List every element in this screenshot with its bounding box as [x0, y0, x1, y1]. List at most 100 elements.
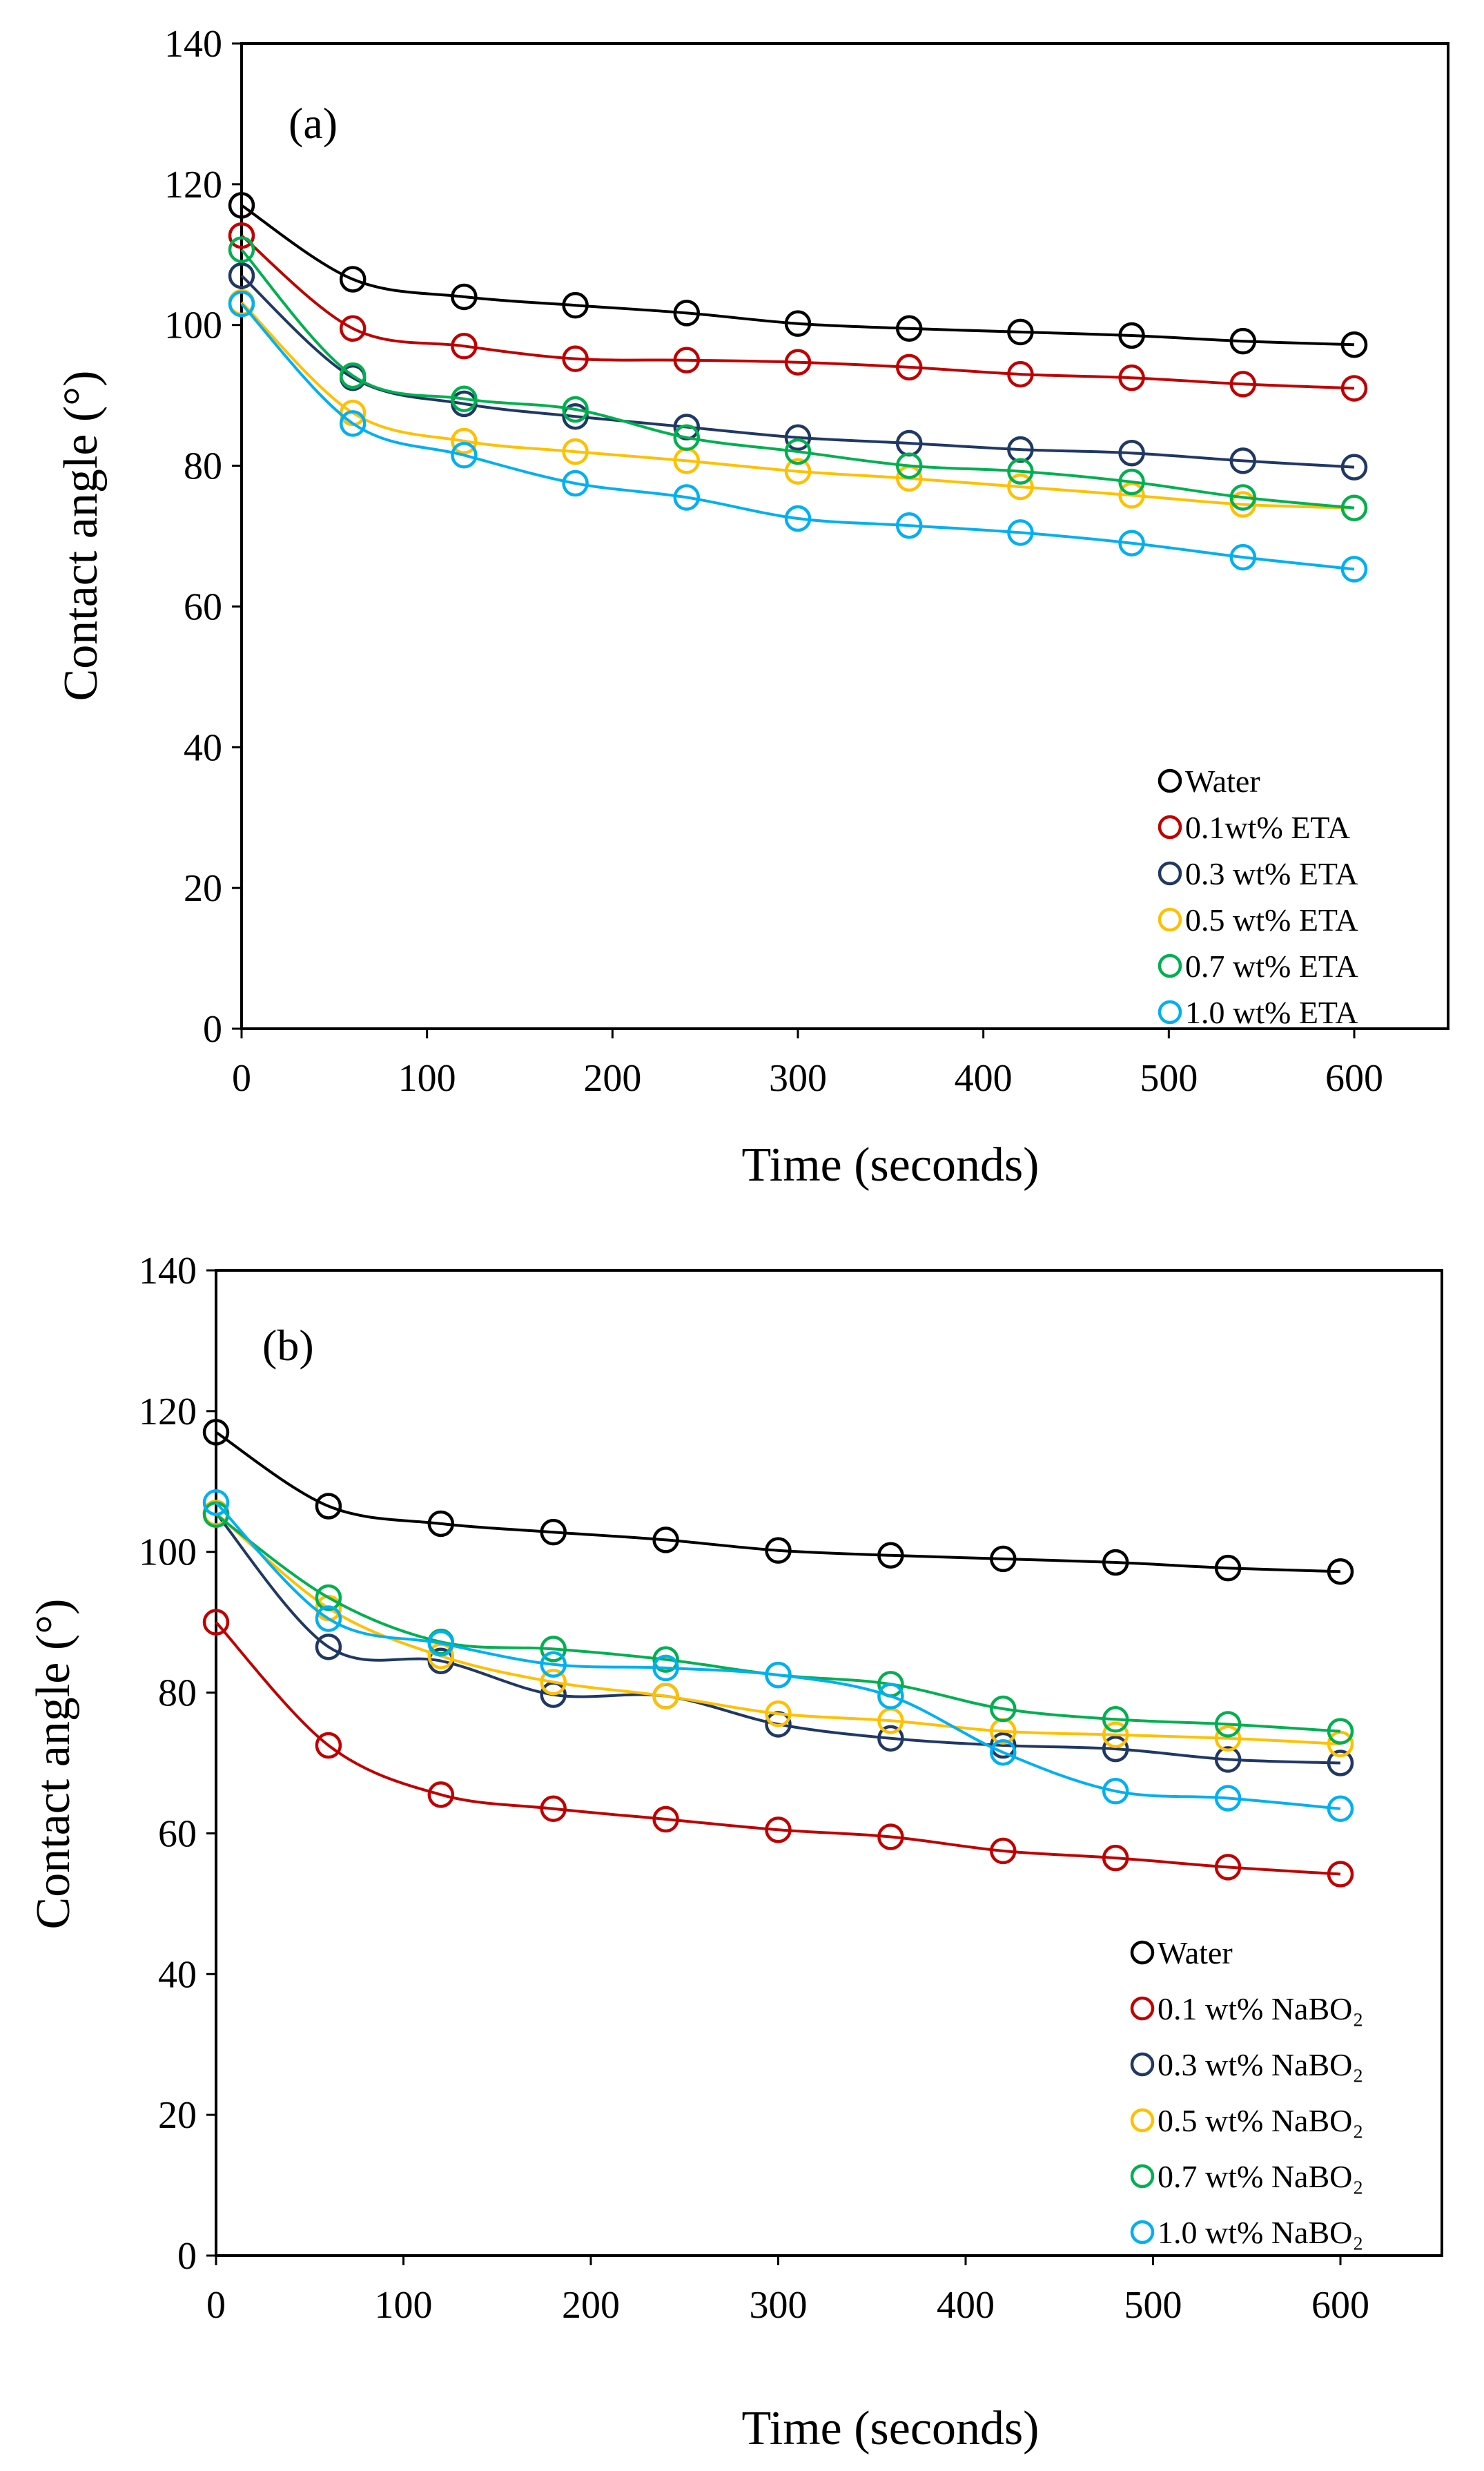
- panel-a: 0 20 40 60 80 100 120 140 0 100 200 300 400 500 600 (a…: [55, 23, 1449, 1192]
- data-point: [202, 1609, 230, 1636]
- series-3: [228, 289, 1368, 521]
- legend-marker: [1158, 1000, 1182, 1025]
- y-tick-label: 0: [203, 1008, 222, 1051]
- series-line: [215, 1512, 1341, 1745]
- legend: Water 0.1wt% ETA 0.3 wt% ETA 0.5 wt% ETA 0.7…: [1158, 764, 1358, 1030]
- series-1: [202, 1609, 1354, 1888]
- panel-label: (b): [262, 1321, 314, 1370]
- legend-marker: [1158, 907, 1182, 932]
- data-point: [1007, 318, 1034, 346]
- legend-entry: 0.7 wt% NaBO₂: [1158, 2159, 1363, 2194]
- data-point: [339, 315, 367, 342]
- series-1: [228, 222, 1368, 402]
- data-point: [228, 236, 255, 263]
- y-tick-label: 120: [164, 164, 222, 206]
- legend: Water 0.1 wt% NaBO₂ 0.3 wt% NaBO₂ 0.5 wt% N…: [1130, 1935, 1363, 2250]
- x-tick-label: 300: [750, 2284, 808, 2327]
- legend-entry: 0.1 wt% NaBO₂: [1158, 1991, 1363, 2026]
- y-axis-label: Contact angle (°): [55, 371, 108, 701]
- data-point: [1102, 1721, 1129, 1748]
- y-axis-label: Contact angle (°): [27, 1599, 80, 1930]
- legend-marker: [1130, 1940, 1155, 1965]
- data-point: [562, 403, 589, 430]
- data-point: [990, 1545, 1017, 1573]
- data-point: [784, 349, 812, 376]
- data-point: [1340, 331, 1368, 358]
- data-point: [1327, 1861, 1354, 1888]
- panel-b: 0 20 40 60 80 100 120 140 0 100 200 300 400 500 600 (b…: [27, 1250, 1443, 2455]
- data-point: [990, 1738, 1017, 1766]
- data-point: [228, 290, 255, 318]
- x-tick-label: 400: [955, 1057, 1013, 1100]
- data-point: [1102, 1549, 1129, 1576]
- series-line: [215, 1502, 1341, 1810]
- series-2: [202, 1500, 1354, 1776]
- legend-marker: [1158, 953, 1182, 978]
- data-point: [228, 192, 255, 219]
- data-point: [877, 1542, 904, 1569]
- x-tick-label: 600: [1311, 2284, 1369, 2327]
- x-tick-label: 100: [375, 2284, 433, 2327]
- series-2: [228, 262, 1368, 481]
- legend-entry: 1.0 wt% NaBO₂: [1158, 2215, 1363, 2250]
- y-tick-label: 140: [164, 23, 222, 66]
- data-point: [427, 1510, 455, 1538]
- data-point: [562, 469, 589, 497]
- series-0: [228, 192, 1368, 358]
- data-point: [202, 1489, 230, 1516]
- data-point: [1118, 439, 1145, 467]
- data-point: [673, 300, 701, 327]
- y-tick-label: 60: [184, 585, 222, 628]
- x-tick-label: 0: [232, 1057, 251, 1100]
- data-point: [1214, 1554, 1242, 1582]
- data-point: [540, 1518, 567, 1546]
- data-point: [339, 266, 367, 293]
- data-point: [1102, 1735, 1129, 1763]
- legend-marker: [1130, 2220, 1155, 2245]
- y-tick-label: 140: [139, 1250, 197, 1292]
- data-point: [652, 1646, 679, 1673]
- legend-marker: [1130, 2052, 1155, 2077]
- data-point: [877, 1725, 904, 1752]
- y-tick-label: 40: [158, 1953, 197, 1996]
- series-line: [215, 1431, 1341, 1573]
- data-point: [451, 442, 478, 469]
- data-point: [202, 1419, 230, 1446]
- data-point: [1118, 364, 1145, 391]
- data-point: [990, 1837, 1017, 1865]
- data-point: [315, 1732, 342, 1759]
- ticks-layer: 0 20 40 60 80 100 120 140 0 100 200 300 400 500 600: [139, 1250, 1369, 2327]
- x-tick-label: 600: [1325, 1057, 1383, 1100]
- data-point: [877, 1823, 904, 1850]
- data-point: [451, 283, 478, 311]
- data-point: [1327, 1730, 1354, 1758]
- data-point: [451, 385, 478, 412]
- data-point: [1340, 375, 1368, 402]
- data-point: [673, 484, 701, 511]
- data-point: [1327, 1558, 1354, 1585]
- x-axis-label: Time (seconds): [741, 1138, 1039, 1192]
- series-line: [240, 234, 1355, 390]
- data-point: [1229, 491, 1257, 518]
- data-point: [990, 1695, 1017, 1723]
- data-point: [562, 345, 589, 372]
- data-point: [315, 1605, 342, 1632]
- y-tick-label: 0: [177, 2235, 197, 2278]
- legend-marker: [1130, 1996, 1155, 2021]
- data-point: [1340, 494, 1368, 521]
- data-point: [990, 1732, 1017, 1759]
- series-line: [215, 1513, 1341, 1733]
- data-point: [339, 410, 367, 437]
- data-point: [1327, 1795, 1354, 1823]
- data-point: [228, 222, 255, 249]
- data-point: [315, 1584, 342, 1611]
- series-line: [240, 302, 1355, 571]
- data-point: [784, 424, 812, 452]
- data-point: [895, 512, 923, 539]
- data-point: [895, 353, 923, 381]
- y-tick-label: 40: [184, 726, 222, 769]
- data-point: [1327, 1718, 1354, 1745]
- series-line: [240, 274, 1355, 469]
- data-point: [1229, 371, 1257, 398]
